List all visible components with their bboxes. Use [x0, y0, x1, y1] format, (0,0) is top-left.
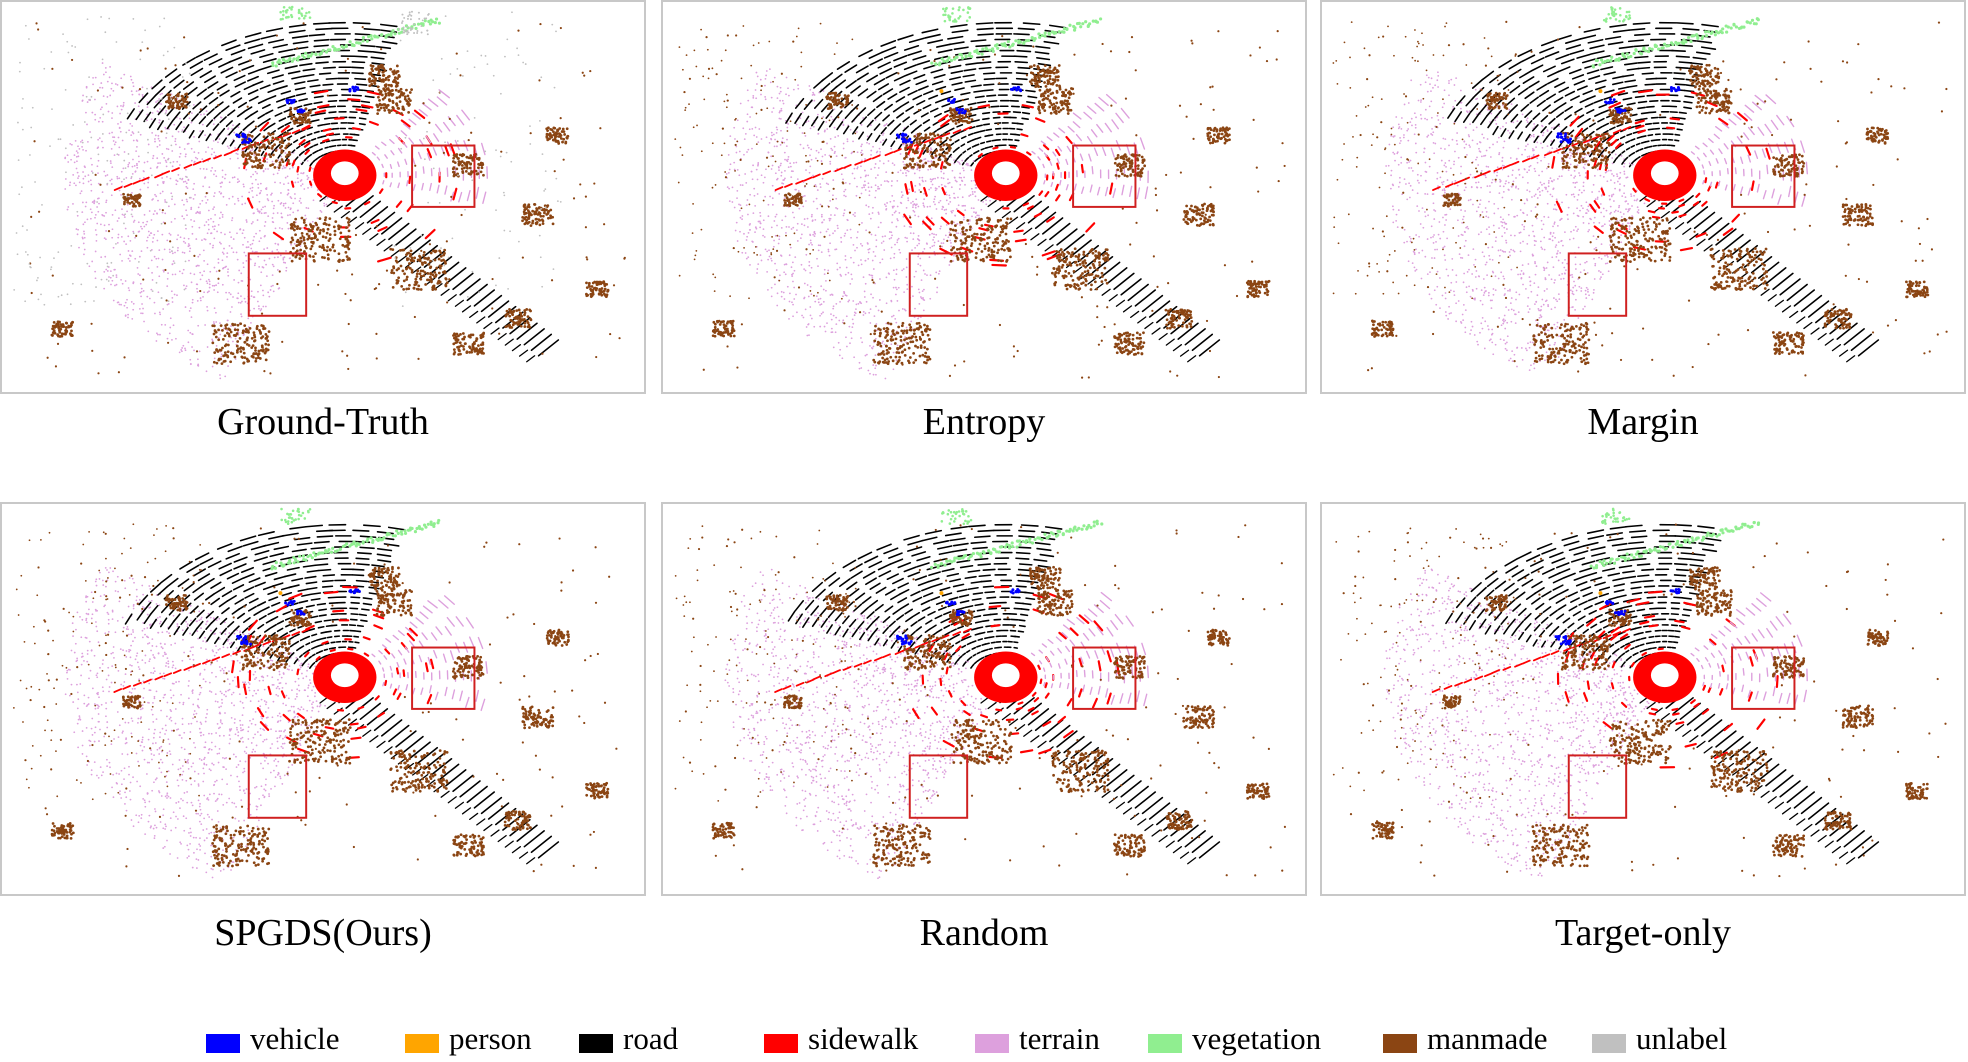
legend-label-terrain: terrain — [1019, 1019, 1100, 1059]
legend-item-vehicle: vehicle — [206, 1016, 340, 1062]
legend-label-vegetation: vegetation — [1192, 1019, 1321, 1059]
panel-ours — [0, 502, 646, 896]
panel-target-only — [1320, 502, 1966, 896]
caption-margin: Margin — [1320, 400, 1966, 444]
legend-item-manmade: manmade — [1383, 1016, 1548, 1062]
panel-entropy — [661, 0, 1307, 394]
caption-ground-truth: Ground-Truth — [0, 400, 646, 444]
legend-label-vehicle: vehicle — [250, 1019, 340, 1059]
legend-item-unlabel: unlabel — [1592, 1016, 1727, 1062]
legend-swatch-person — [405, 1033, 439, 1053]
legend-swatch-unlabel — [1592, 1033, 1626, 1053]
legend-label-manmade: manmade — [1427, 1019, 1548, 1059]
legend-label-unlabel: unlabel — [1636, 1019, 1727, 1059]
legend-label-sidewalk: sidewalk — [808, 1019, 918, 1059]
caption-target-only: Target-only — [1320, 911, 1966, 955]
caption-entropy: Entropy — [661, 400, 1307, 444]
legend-swatch-sidewalk — [764, 1033, 798, 1053]
legend: vehicle person road sidewalk terrain veg… — [0, 1016, 1968, 1062]
panel-margin — [1320, 0, 1966, 394]
panel-ground-truth — [0, 0, 646, 394]
legend-swatch-road — [579, 1033, 613, 1053]
legend-item-person: person — [405, 1016, 532, 1062]
panel-random — [661, 502, 1307, 896]
legend-swatch-vegetation — [1148, 1033, 1182, 1053]
segmentation-view-margin — [1332, 6, 1948, 377]
legend-label-person: person — [449, 1019, 532, 1059]
caption-ours: SPGDS(Ours) — [0, 911, 646, 955]
legend-swatch-manmade — [1383, 1033, 1417, 1053]
legend-item-terrain: terrain — [975, 1016, 1100, 1062]
legend-swatch-terrain — [975, 1033, 1009, 1053]
segmentation-view-target-only — [1332, 507, 1947, 878]
legend-swatch-vehicle — [206, 1033, 240, 1053]
segmentation-view-ours — [12, 507, 618, 879]
segmentation-view-ground-truth — [13, 5, 626, 380]
legend-item-vegetation: vegetation — [1148, 1016, 1321, 1062]
legend-item-road: road — [579, 1016, 678, 1062]
segmentation-view-entropy — [674, 6, 1286, 380]
legend-item-sidewalk: sidewalk — [764, 1016, 918, 1062]
caption-random: Random — [661, 911, 1307, 955]
legend-label-road: road — [623, 1019, 678, 1059]
segmentation-view-random — [674, 508, 1287, 880]
